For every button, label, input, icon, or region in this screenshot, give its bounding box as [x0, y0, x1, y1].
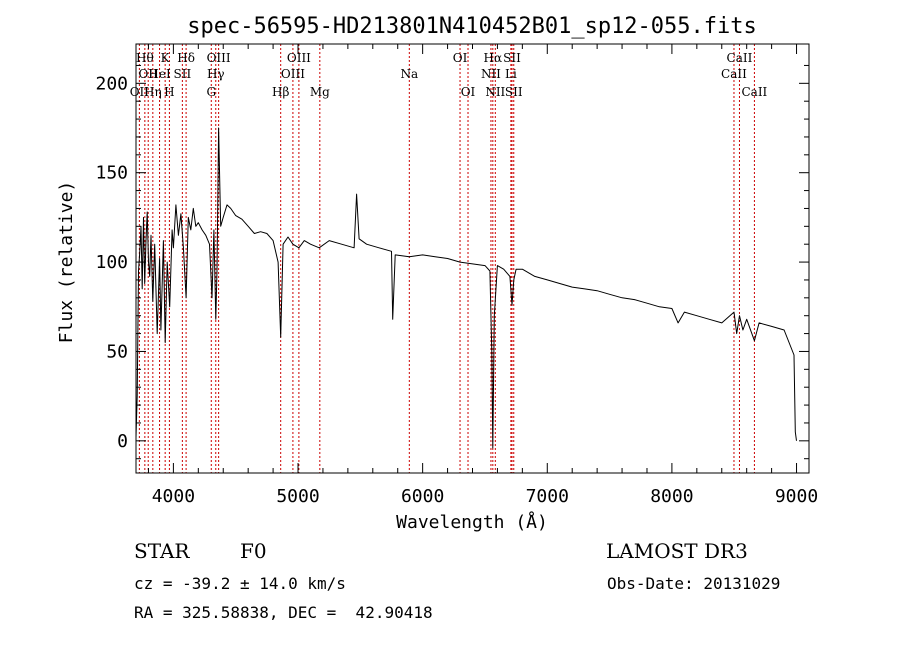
redshift-value: cz = -39.2 ± 14.0 km/s	[134, 574, 346, 593]
y-axis: 0 50 100 150 200	[95, 64, 809, 460]
spectral-line-labels: OIIHθOIIHηHeIKHSIIHδGHγOIIIHβOIIIOIIIMgN…	[130, 51, 768, 99]
spectral-line-label: Na	[400, 67, 418, 81]
spectral-line-label: CaII	[741, 85, 767, 99]
spectral-line-label: Hθ	[136, 51, 154, 65]
spectral-line-label: NII	[481, 67, 501, 81]
spectral-line-label: Hβ	[272, 85, 289, 99]
object-class: STAR	[134, 539, 190, 563]
x-tick-label: 9000	[775, 486, 818, 507]
object-subclass: F0	[240, 539, 267, 563]
spectral-line-label: OII	[139, 67, 159, 81]
y-tick-label: 0	[117, 431, 128, 452]
x-tick-label: 8000	[650, 486, 693, 507]
spectral-line-label: SII	[174, 67, 192, 81]
spectral-line-label: K	[161, 51, 171, 65]
plot-frame	[135, 43, 810, 474]
spectral-line-label: CaII	[727, 51, 753, 65]
spectral-line-label: Hγ	[207, 67, 225, 81]
spectrum-series-line	[135, 127, 797, 449]
spectral-line-label: Mg	[310, 85, 330, 99]
spectral-line-label: HeI	[148, 67, 171, 81]
spectral-line-label: NII	[485, 85, 505, 99]
spectral-line-label: Hα	[484, 51, 503, 65]
x-tick-label: 7000	[526, 486, 569, 507]
x-axis-label: Wavelength (Å)	[396, 511, 548, 533]
spectral-line-label: Hδ	[177, 51, 195, 65]
spectral-line-label: CaII	[721, 67, 747, 81]
obs-date: Obs-Date: 20131029	[607, 574, 781, 593]
x-axis: 4000 5000 6000 7000 8000 9000	[147, 44, 818, 507]
spectral-line-label: SII	[503, 51, 521, 65]
coordinates: RA = 325.58838, DEC = 42.90418	[134, 603, 433, 622]
spectral-line-label: OIII	[281, 67, 305, 81]
spectral-line-label: OI	[461, 85, 476, 99]
chart-title: spec-56595-HD213801N410452B01_sp12-055.f…	[187, 14, 757, 39]
spectral-line-label: OII	[130, 85, 150, 99]
x-tick-label: 4000	[152, 486, 195, 507]
y-tick-label: 200	[95, 73, 128, 94]
spectral-line-label: OIII	[287, 51, 311, 65]
y-tick-label: 150	[95, 163, 128, 184]
x-tick-label: 6000	[401, 486, 444, 507]
spectral-line-label: G	[206, 85, 216, 99]
y-tick-label: 50	[106, 341, 128, 362]
spectral-line-label: Hη	[144, 85, 162, 99]
x-tick-label: 5000	[276, 486, 319, 507]
spectral-line-label: OI	[453, 51, 468, 65]
spectral-line-label: OIII	[207, 51, 231, 65]
y-axis-label: Flux (relative)	[56, 181, 77, 344]
spectral-line-label: Li	[505, 67, 517, 81]
spectral-line-label: H	[164, 85, 174, 99]
y-tick-label: 100	[95, 252, 128, 273]
spectral-line-label: SII	[505, 85, 523, 99]
survey-name: LAMOST DR3	[606, 539, 748, 563]
